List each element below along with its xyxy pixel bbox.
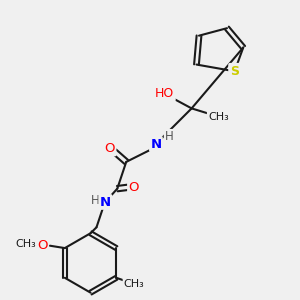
Text: N: N <box>100 196 111 208</box>
Text: H: H <box>91 194 99 207</box>
Text: CH₃: CH₃ <box>208 112 229 122</box>
Text: CH₃: CH₃ <box>124 279 145 289</box>
Text: O: O <box>105 142 115 155</box>
Text: HO: HO <box>155 87 175 100</box>
Text: N: N <box>150 138 161 151</box>
Text: H: H <box>165 130 174 143</box>
Text: CH₃: CH₃ <box>16 238 37 249</box>
Text: O: O <box>37 238 48 252</box>
Text: O: O <box>128 181 139 194</box>
Text: S: S <box>230 65 239 78</box>
